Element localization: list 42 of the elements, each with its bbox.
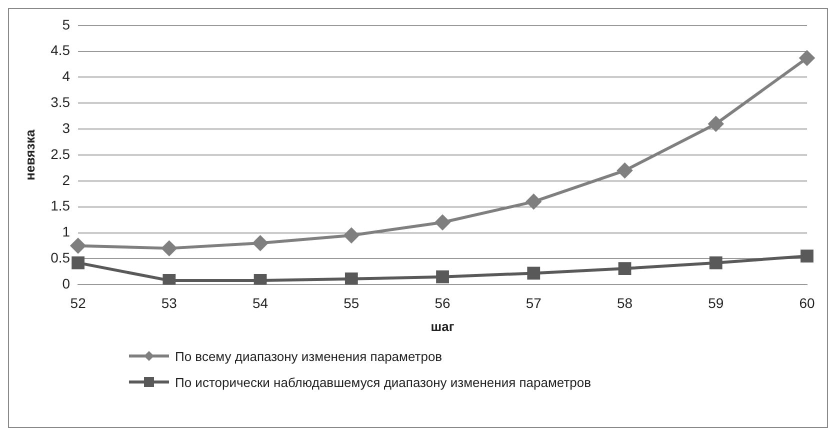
y-tick-label: 2.5 [50, 146, 70, 162]
y-tick-label: 0.5 [50, 250, 70, 266]
point [252, 236, 268, 251]
x-tick-label: 59 [708, 294, 724, 311]
y-tick-label: 4 [62, 68, 70, 84]
point [618, 262, 632, 275]
point [800, 50, 814, 66]
y-tick-label: 5 [62, 16, 70, 32]
legend-label: По всему диапазону изменения параметров [175, 348, 442, 364]
point [70, 238, 86, 254]
point [708, 116, 724, 132]
y-tick-label: 3.5 [50, 94, 70, 110]
y-tick-label: 1.5 [50, 198, 70, 214]
point [72, 256, 85, 270]
x-tick-label: 60 [799, 294, 815, 311]
x-tick-label: 53 [161, 294, 178, 311]
x-tick-label: 54 [252, 294, 268, 311]
y-tick-label: 4.5 [50, 42, 70, 58]
x-tick-label: 57 [526, 294, 542, 311]
point [800, 250, 814, 263]
point [435, 214, 450, 230]
point [436, 270, 449, 284]
point [344, 272, 358, 285]
point [527, 266, 540, 280]
y-tick-label: 2 [62, 172, 70, 188]
point [254, 274, 267, 285]
y-tick-label: 0 [62, 275, 70, 292]
y-axis-title: невязка [22, 128, 38, 180]
x-tick-label: 55 [344, 294, 360, 311]
x-tick-label: 56 [434, 294, 451, 311]
x-tick-label: 58 [616, 294, 633, 311]
point [344, 228, 359, 243]
point [617, 163, 632, 178]
y-tick-label: 3 [62, 120, 70, 136]
x-tick-label: 52 [70, 294, 86, 311]
y-tick-label: 1 [62, 224, 70, 240]
x-axis-title: шаг [430, 318, 455, 334]
legend-label: По исторически наблюдавшемуся диапазону изменения параметров [175, 374, 592, 390]
point [709, 256, 722, 270]
point [162, 240, 177, 256]
point [162, 274, 176, 285]
point [526, 194, 542, 210]
